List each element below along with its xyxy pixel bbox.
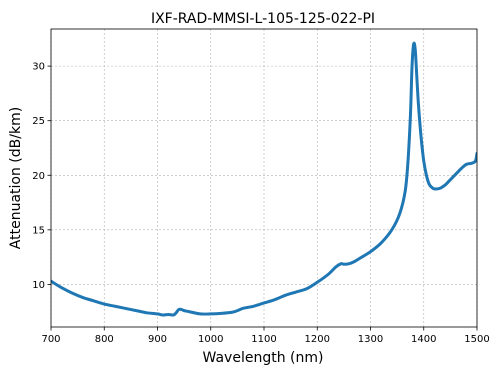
x-tick-label: 800 — [95, 334, 114, 345]
y-tick-label: 10 — [32, 280, 45, 291]
y-axis-label: Attenuation (dB/km) — [8, 107, 24, 249]
x-axis-ticks: 700 800 900 1000 1100 1200 1300 1400 1500 — [41, 327, 490, 345]
x-tick-label: 1200 — [305, 334, 330, 345]
x-tick-label: 700 — [41, 334, 60, 345]
y-tick-label: 25 — [32, 116, 45, 127]
chart-title: IXF-RAD-MMSI-L-105-125-022-PI — [151, 11, 375, 27]
x-tick-label: 1100 — [251, 334, 276, 345]
x-tick-label: 1500 — [464, 334, 489, 345]
x-tick-label: 900 — [148, 334, 167, 345]
x-axis-label: Wavelength (nm) — [203, 350, 324, 365]
series-layer — [51, 41, 477, 317]
y-tick-label: 20 — [32, 171, 45, 182]
y-tick-label: 15 — [32, 225, 45, 236]
y-tick-label: 30 — [32, 62, 45, 73]
x-tick-label: 1000 — [198, 334, 223, 345]
x-tick-label: 1300 — [358, 334, 383, 345]
x-tick-label: 1400 — [411, 334, 436, 345]
attenuation-series-line — [51, 41, 477, 317]
y-axis-ticks: 10 15 20 25 30 — [32, 62, 51, 291]
